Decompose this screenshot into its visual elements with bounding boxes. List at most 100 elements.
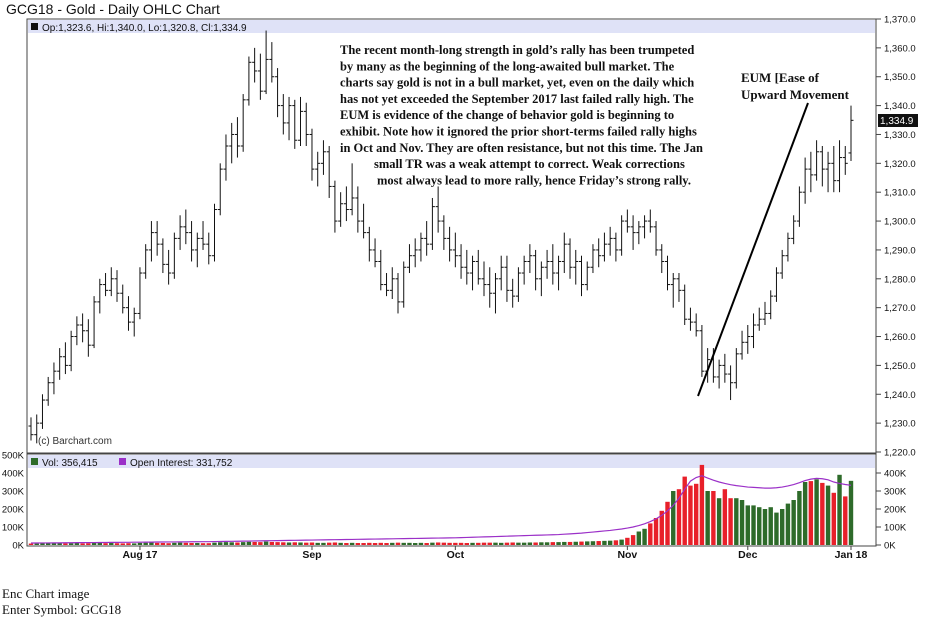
price-tick-label: 1,310.0 xyxy=(884,188,916,199)
ohlc-bar xyxy=(366,226,372,262)
volume-bar xyxy=(212,542,217,545)
ohlc-bar xyxy=(154,221,160,256)
ohlc-bar xyxy=(768,290,774,320)
ohlc-bar xyxy=(406,244,412,274)
price-tick-label: 1,330.0 xyxy=(884,130,916,141)
ohlc-bar xyxy=(630,215,636,250)
volume-bar xyxy=(699,464,705,545)
volume-bar xyxy=(80,543,85,545)
ohlc-bar xyxy=(120,284,126,314)
ohlc-bar xyxy=(619,215,625,256)
ohlc-bar xyxy=(802,157,808,204)
volume-bar xyxy=(275,542,280,545)
ohlc-bar xyxy=(148,221,154,262)
ohlc-bar xyxy=(166,249,172,285)
volume-bar xyxy=(367,542,372,545)
volume-tick-label-left: 200K xyxy=(2,505,25,516)
volume-bar xyxy=(464,543,470,545)
ohlc-bar xyxy=(372,238,378,268)
ohlc-bar xyxy=(762,301,768,325)
volume-bar xyxy=(814,479,819,545)
ohlc-bar xyxy=(292,99,298,149)
ohlc-bar xyxy=(349,163,355,216)
ohlc-bar xyxy=(28,417,34,441)
ohlc-bar xyxy=(458,244,464,279)
ohlc-bar xyxy=(670,273,676,308)
ohlc-bar xyxy=(286,96,292,141)
ohlc-bar xyxy=(533,249,539,291)
volume-bar xyxy=(808,481,814,545)
ohlc-bar xyxy=(200,221,206,250)
annotation-line: has not yet exceeded the September 2017 … xyxy=(340,92,694,106)
ohlc-bar xyxy=(447,226,453,262)
ohlc-bar xyxy=(470,255,476,291)
price-tick-label: 1,320.0 xyxy=(884,159,916,170)
ohlc-bar xyxy=(62,342,68,375)
ohlc-bar xyxy=(452,232,458,268)
ohlc-bar xyxy=(796,186,802,227)
volume-bar xyxy=(739,500,745,545)
volume-legend-icon xyxy=(31,458,38,465)
chart-title: GCG18 - Gold - Daily OHLC Chart xyxy=(6,1,220,17)
ohlc-bar xyxy=(194,232,200,268)
volume-tick-label-left: 0K xyxy=(12,541,24,552)
volume-bar xyxy=(412,543,418,545)
volume-bar xyxy=(745,505,750,545)
volume-bar xyxy=(344,543,349,545)
volume-tick-label-left: 100K xyxy=(2,523,25,534)
ohlc-bar xyxy=(206,232,212,265)
volume-bar xyxy=(820,482,825,545)
ohlc-bar xyxy=(257,53,263,100)
volume-bar xyxy=(223,542,229,545)
ohlc-bar xyxy=(429,197,435,250)
volume-bar xyxy=(378,542,383,545)
volume-bar xyxy=(103,543,108,545)
volume-bar xyxy=(757,507,762,545)
price-tick-label: 1,370.0 xyxy=(884,15,916,26)
ohlc-bar xyxy=(578,255,584,297)
ohlc-bar xyxy=(521,255,527,285)
ohlc-bar xyxy=(544,249,550,279)
ohlc-bar xyxy=(831,146,837,193)
ohlc-bar xyxy=(842,146,848,175)
volume-bar xyxy=(533,542,538,545)
volume-bar xyxy=(74,543,80,545)
ohlc-bar xyxy=(538,261,544,297)
volume-bar xyxy=(28,543,34,545)
caption-line-1: Enc Chart image xyxy=(2,586,90,601)
volume-bar xyxy=(40,543,45,545)
volume-bar xyxy=(693,483,699,545)
ohlc-bar xyxy=(217,163,223,216)
ohlc-bar xyxy=(252,47,258,83)
volume-bar xyxy=(453,542,458,545)
volume-bar xyxy=(676,489,682,545)
volume-bar xyxy=(143,542,148,545)
ohlc-bar xyxy=(550,244,556,285)
volume-bar xyxy=(544,542,550,545)
ohlc-bar xyxy=(527,244,533,274)
annotation-line: EUM is evidence of the change of behavio… xyxy=(340,108,674,122)
volume-bar xyxy=(34,543,39,545)
volume-tick-label-left: 500K xyxy=(2,451,25,462)
ohlc-bar xyxy=(642,215,648,239)
ohlc-bar xyxy=(556,255,562,291)
volume-tick-label-right: 100K xyxy=(884,523,907,534)
ohlc-bar xyxy=(481,261,487,297)
volume-tick-label-right: 0K xyxy=(884,541,896,552)
annotation-line: charts say gold is not in a bull market,… xyxy=(340,76,694,90)
ohlc-bar xyxy=(303,102,309,147)
volume-bar xyxy=(476,542,481,545)
volume-bar xyxy=(711,491,716,545)
ohlc-bar xyxy=(315,151,321,187)
volume-bar xyxy=(802,482,808,545)
ohlc-bar xyxy=(51,362,57,395)
ohlc-bar xyxy=(722,353,728,383)
volume-bars xyxy=(28,464,854,545)
volume-bar xyxy=(682,476,687,545)
ohlc-bar xyxy=(183,209,189,245)
ohlc-bar xyxy=(189,221,195,262)
volume-bar xyxy=(338,542,343,545)
volume-bar xyxy=(648,523,653,545)
ohlc-bar xyxy=(825,151,831,193)
volume-bar xyxy=(309,542,315,545)
